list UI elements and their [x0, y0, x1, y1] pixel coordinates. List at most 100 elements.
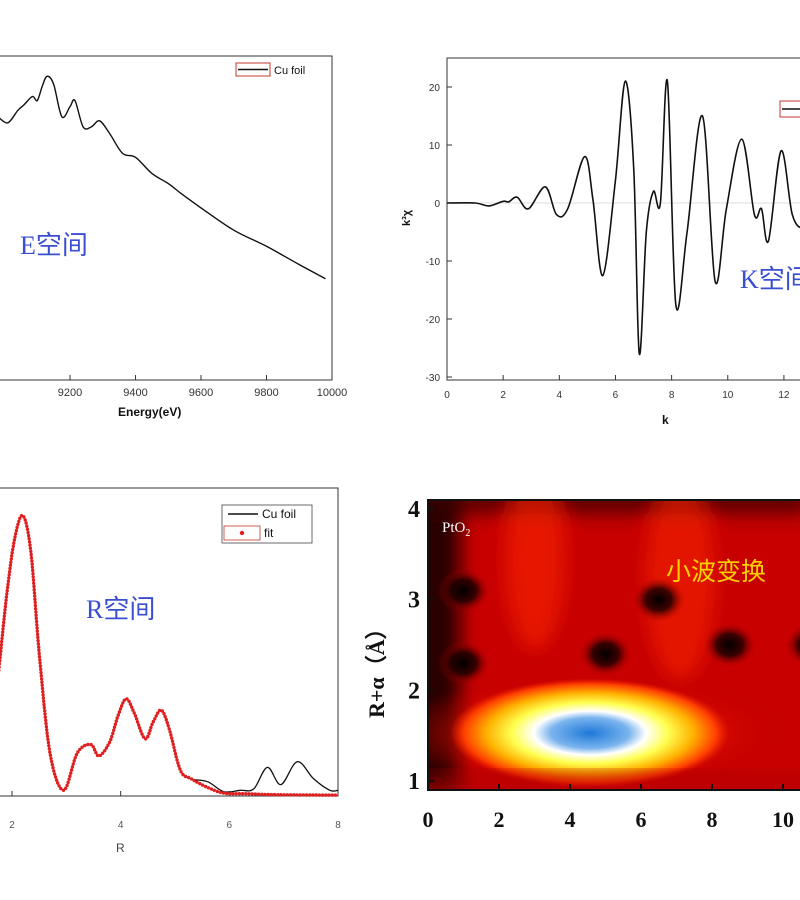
r-space-fit-point: [50, 762, 54, 767]
r-space-fit-point: [148, 728, 152, 733]
r-space-fit-point: [7, 573, 11, 577]
r-space-fit-point: [31, 575, 35, 579]
r-space-legend: Cu foil fit: [221, 504, 313, 544]
k-space-x-label: k: [662, 413, 669, 427]
r-space-chart: 2 4 6 8 Cu foil fit R R空间: [0, 487, 341, 855]
r-space-fit-point: [198, 781, 202, 786]
r-space-fit-point: [83, 743, 87, 748]
k-space-x-tick-label: 8: [669, 390, 675, 401]
k-space-y-tick-label: 0: [434, 199, 440, 210]
r-space-fit-point: [132, 711, 136, 715]
r-space-fit-point: [7, 570, 12, 574]
r-space-fit-point: [27, 540, 32, 544]
r-space-fit-point: [63, 786, 68, 790]
e-space-x-axis: 9200 9400 9600 9800 10000: [58, 375, 347, 399]
r-space-fit-point: [101, 751, 105, 755]
r-space-fit-point: [3, 604, 8, 609]
r-space-fit-point: [47, 744, 51, 748]
r-space-fit-point: [179, 770, 183, 774]
r-space-fit-point: [8, 563, 13, 567]
r-space-fit-point: [171, 742, 175, 746]
r-space-fit-point: [181, 772, 185, 777]
r-space-fit-point: [200, 783, 205, 787]
r-space-fit-point: [244, 792, 248, 796]
r-space-x-tick-label: 4: [118, 820, 124, 831]
wavelet-x-tick-label: 10: [772, 807, 794, 832]
wavelet-bottom-edge: [428, 772, 800, 790]
r-space-fit-point: [9, 557, 13, 561]
r-space-fit-point: [166, 724, 170, 728]
wavelet-heatmap: [428, 500, 800, 790]
r-space-fit-point: [30, 562, 34, 566]
r-space-fit-point: [0, 655, 2, 660]
r-space-fit-point: [150, 722, 154, 727]
r-space-legend-dot: [239, 530, 245, 536]
r-space-fit-point: [189, 777, 194, 781]
r-space-fit-point: [15, 525, 19, 530]
r-space-fit-point: [308, 793, 312, 797]
r-space-fit-point: [1, 627, 5, 631]
r-space-fit-point: [141, 735, 146, 739]
r-space-fit-point: [151, 719, 155, 724]
r-space-fit-point: [175, 758, 179, 762]
r-space-fit-point: [147, 731, 151, 736]
r-space-x-axis: 2 4 6 8: [9, 791, 341, 831]
r-space-fit-point: [272, 792, 277, 797]
r-space-fit-point: [44, 718, 48, 723]
r-space-fit-point: [5, 592, 9, 596]
r-space-fit-point: [157, 708, 162, 713]
r-space-fit-point: [53, 775, 58, 779]
r-space-fit-point: [68, 774, 72, 778]
r-space-fit-point: [24, 521, 28, 525]
r-space-fit-point: [2, 617, 6, 621]
r-space-fit-point: [168, 730, 172, 734]
r-space-fit-point: [192, 778, 196, 783]
wavelet-y-tick-label: 1: [408, 769, 420, 795]
r-space-fit-point: [18, 516, 22, 520]
r-space-fit-point: [112, 725, 117, 729]
r-space-fit-point: [12, 538, 17, 542]
r-space-fit-point: [98, 753, 103, 758]
r-space-fit-point: [153, 717, 157, 721]
r-space-fit-point: [115, 716, 119, 720]
r-space-fit-point: [263, 792, 267, 797]
r-space-fit-point: [71, 762, 76, 766]
r-space-fit-point: [282, 793, 286, 797]
r-space-fit-point: [292, 793, 296, 797]
r-space-fit-point: [0, 633, 5, 637]
r-space-fit-point: [36, 639, 40, 643]
r-space-fit-point: [31, 578, 36, 582]
r-space-fit-point: [73, 756, 77, 760]
r-space-fit-point: [38, 664, 43, 668]
r-space-fit-point: [11, 547, 15, 552]
r-space-fit-point: [1, 630, 5, 634]
r-space-fit-point: [8, 566, 12, 571]
r-space-fit-point: [37, 655, 42, 659]
k-space-x-tick-label: 10: [722, 390, 734, 401]
e-space-plot-frame: [0, 55, 333, 381]
r-space-fit-point: [0, 646, 3, 650]
r-space-fit-point: [228, 792, 232, 796]
r-space-fit-point: [46, 737, 50, 742]
r-space-fit-point: [29, 556, 34, 560]
wavelet-y-label: R+α（Å）: [364, 617, 389, 718]
r-space-fit-point: [0, 659, 2, 663]
r-space-x-tick-label: 8: [335, 820, 341, 831]
k-space-series-line: [446, 78, 800, 355]
r-space-fit-point: [41, 690, 45, 694]
r-space-fit-point: [12, 541, 16, 545]
r-space-fit-point: [16, 522, 20, 527]
wavelet-dark-spot: [785, 625, 800, 665]
k-space-x-tick-label: 12: [778, 390, 790, 401]
r-space-fit-point: [314, 793, 318, 797]
r-space-fit-point: [295, 793, 299, 797]
r-space-fit-point: [45, 728, 49, 732]
r-space-fit-point: [52, 769, 56, 773]
r-space-fit-point: [78, 747, 82, 752]
k-space-annotation: K空间: [740, 265, 800, 294]
k-space-chart: 0 2 4 6 8 10 12 -30 -20 -10 0 10 20 k k³χ K空间: [401, 57, 800, 427]
k-space-y-tick-label: -10: [426, 257, 441, 268]
r-space-fit-point: [69, 771, 73, 775]
r-space-fit-point: [110, 734, 114, 739]
r-space-fit-point: [260, 792, 264, 796]
